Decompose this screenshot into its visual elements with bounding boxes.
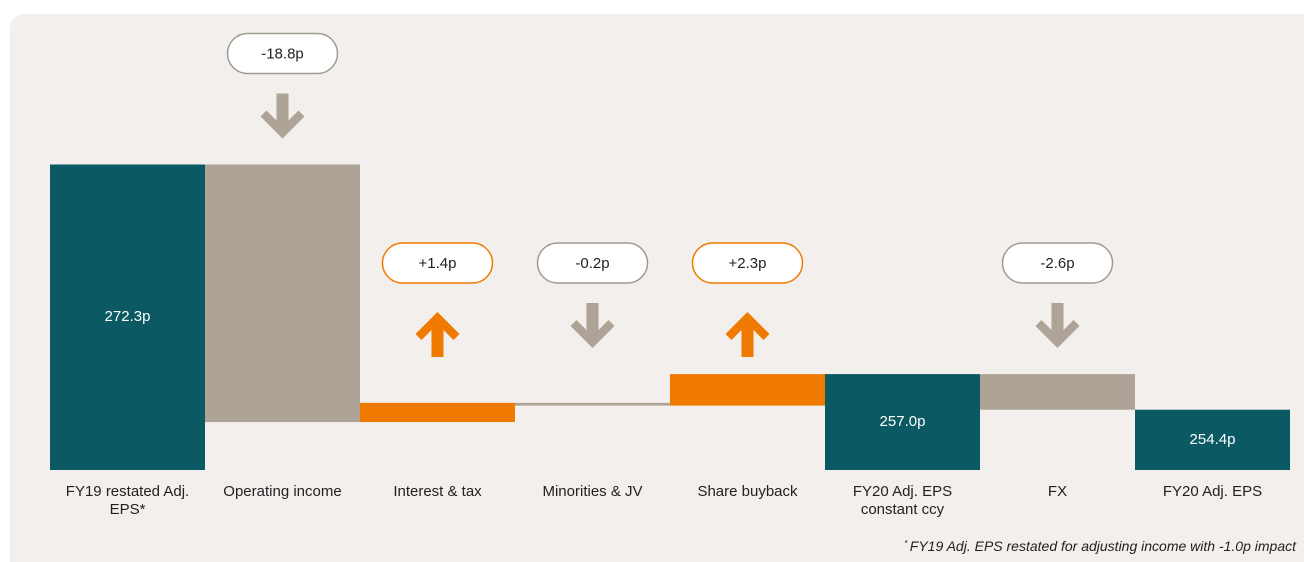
value-pill: [536, 242, 649, 284]
up-arrow: [415, 312, 460, 357]
value-label: +2.3p: [729, 255, 767, 272]
value-label: 254.4p: [1190, 431, 1236, 448]
value-label: -18.8p: [261, 45, 304, 62]
footnote: * FY19 Adj. EPS restated for adjusting in…: [905, 538, 1296, 554]
decrease-bar: [980, 374, 1135, 410]
category-label: FY20 Adj. EPS constant ccy: [852, 483, 953, 518]
value-pill: [381, 242, 494, 284]
value-label: 257.0p: [880, 413, 926, 430]
down-arrow: [1035, 303, 1080, 348]
down-arrow: [570, 303, 615, 348]
category-label: Minorities & JV: [542, 483, 643, 500]
footnote-text: FY19 Adj. EPS restated for adjusting inc…: [909, 538, 1296, 554]
category-label: Interest & tax: [393, 483, 482, 500]
value-label: -2.6p: [1040, 255, 1074, 272]
category-label: Share buyback: [697, 483, 798, 500]
decrease-bar: [205, 164, 360, 423]
up-arrow: [725, 312, 770, 357]
value-pill: [226, 32, 339, 75]
value-label: +1.4p: [419, 255, 457, 272]
down-arrow: [260, 93, 305, 139]
increase-bar: [670, 374, 825, 406]
total-bar: [825, 374, 980, 470]
category-label: Operating income: [223, 483, 342, 500]
category-label: FX: [1047, 483, 1068, 500]
value-pill: [691, 242, 804, 284]
footnote-marker: *: [904, 539, 908, 548]
category-label: FY19 restated Adj. EPS*: [65, 483, 190, 518]
decrease-bar: [515, 402, 670, 406]
total-bar: [1135, 409, 1290, 470]
category-label: FY20 Adj. EPS: [1162, 483, 1263, 500]
value-label: 272.3p: [105, 308, 151, 325]
total-bar: [50, 164, 205, 471]
value-pill: [1001, 242, 1114, 284]
increase-bar: [360, 402, 515, 423]
value-label: -0.2p: [575, 255, 609, 272]
